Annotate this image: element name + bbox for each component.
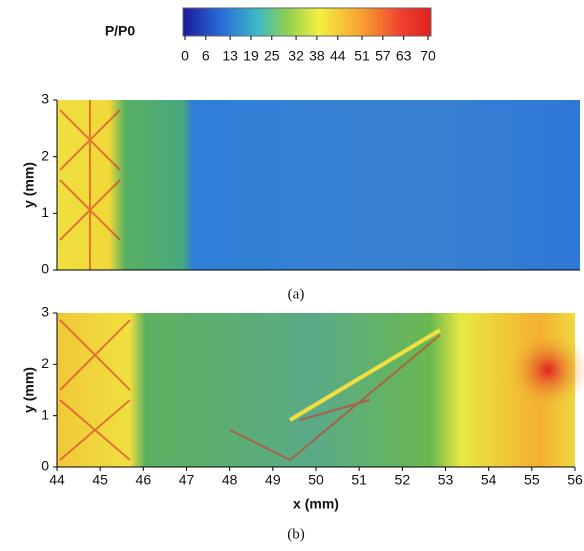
x-tick-label: 52: [395, 472, 411, 488]
colorbar-tick-label: 51: [354, 48, 370, 64]
pressure-field: [57, 313, 575, 467]
colorbar-label: P/P0: [105, 23, 136, 39]
x-tick-label: 48: [222, 472, 238, 488]
y-axis-label: y (mm): [21, 367, 37, 413]
panel: [57, 313, 584, 467]
pressure-field: [57, 100, 580, 270]
shock-pattern: [59, 100, 121, 270]
x-tick-label: 56: [567, 472, 583, 488]
x-tick-label: 49: [265, 472, 281, 488]
y-tick-label: 0: [41, 458, 49, 474]
y-tick-label: 0: [41, 261, 49, 277]
y-axis-label: y (mm): [21, 162, 37, 208]
x-tick-label: 53: [438, 472, 454, 488]
colorbar-tick-label: 44: [330, 48, 346, 64]
x-tick-label: 50: [308, 472, 324, 488]
colorbar: [182, 7, 432, 37]
y-tick-label: 3: [41, 304, 49, 320]
y-tick-label: 1: [41, 406, 49, 422]
colorbar-tick-label: 19: [243, 48, 259, 64]
panel-caption: (a): [288, 286, 305, 302]
x-tick-label: 44: [49, 472, 65, 488]
x-axis-label: x (mm): [293, 496, 339, 512]
y-tick-label: 3: [41, 91, 49, 107]
x-tick-label: 47: [179, 472, 195, 488]
hot-spot: [508, 330, 584, 410]
panel: [57, 100, 580, 270]
y-tick-label: 1: [41, 204, 49, 220]
colorbar-tick-label: 70: [420, 48, 436, 64]
shock-line: [288, 328, 442, 422]
colorbar-tick-label: 63: [396, 48, 412, 64]
x-tick-label: 51: [351, 472, 367, 488]
panel-caption: (b): [287, 526, 305, 542]
x-tick-label: 45: [92, 472, 108, 488]
colorbar-tick-label: 6: [202, 48, 210, 64]
colorbar-tick-label: 0: [181, 48, 189, 64]
x-tick-label: 46: [136, 472, 152, 488]
colorbar-tick-label: 38: [309, 48, 325, 64]
colorbar-tick-label: 32: [288, 48, 304, 64]
colorbar-tick-label: 25: [264, 48, 280, 64]
x-tick-label: 55: [524, 472, 540, 488]
y-tick-label: 2: [41, 355, 49, 371]
colorbar-tick-label: 13: [222, 48, 238, 64]
shock-pattern: [59, 319, 441, 462]
y-tick-label: 2: [41, 147, 49, 163]
colorbar-tick-label: 57: [375, 48, 391, 64]
x-tick-label: 54: [481, 472, 497, 488]
